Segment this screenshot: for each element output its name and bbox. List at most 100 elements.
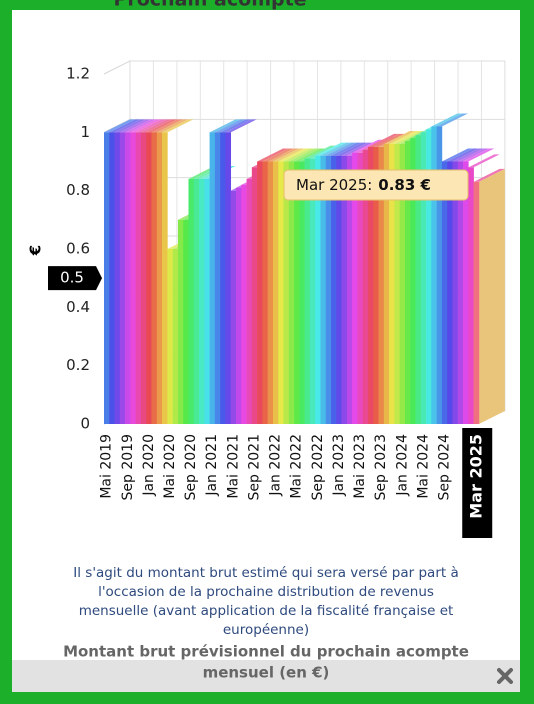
bar-top (463, 148, 495, 162)
x-tick-label: Jan 2024 (394, 434, 410, 497)
description-line: mensuelle (avant application de la fisca… (79, 603, 454, 619)
bar (352, 152, 358, 424)
bar-top (267, 148, 299, 162)
bar (236, 187, 242, 424)
bar (383, 144, 390, 424)
x-tick-label: Jan 2022 (268, 434, 284, 497)
bar-top (151, 119, 183, 133)
bar (278, 161, 284, 424)
bar (457, 161, 464, 424)
bar-top (114, 119, 146, 133)
bar (283, 161, 290, 424)
footer-bar (12, 660, 520, 692)
bar-top (447, 148, 479, 162)
bar-top (135, 119, 167, 133)
bar-top (119, 119, 152, 133)
description-line: européenne) (223, 622, 309, 638)
footer-line: mensuel (en €) (203, 664, 330, 682)
bar-top (473, 168, 505, 182)
bar-top (457, 148, 490, 162)
x-tick-label: Sep 2019 (120, 434, 136, 500)
x-tick-label: Sep 2024 (437, 434, 453, 501)
bar (146, 132, 152, 425)
y-tick-label: 0.8 (66, 181, 90, 199)
bar-top (341, 142, 373, 156)
bar-top (294, 148, 326, 162)
bar (267, 161, 274, 424)
bar (167, 249, 173, 424)
page-title: Prochain acompte (113, 0, 306, 11)
y-tick-label: 0 (80, 415, 90, 433)
x-tick-label: Jan 2021 (204, 434, 220, 497)
x-tick-label: Sep 2022 (310, 434, 326, 500)
bar-top (368, 133, 400, 147)
x-tick-label: Mai 2024 (415, 434, 431, 499)
bar-top (352, 139, 384, 153)
bar (463, 161, 469, 424)
description-line: l'occasion de la prochaine distribution … (98, 584, 434, 600)
bar-top (304, 145, 336, 159)
bar (426, 129, 432, 424)
x-tick-label: Mai 2022 (289, 434, 305, 499)
bar-top (436, 113, 468, 127)
bar-top (278, 148, 310, 162)
x-tick-label: Mai 2021 (225, 434, 241, 499)
bar (452, 161, 459, 424)
bar (394, 144, 400, 424)
bar (399, 144, 406, 424)
bar-top (140, 119, 173, 133)
bar (420, 132, 427, 425)
bar (135, 132, 142, 425)
bar (140, 132, 147, 425)
bar (320, 155, 327, 424)
x-tick-label: Mai 2020 (162, 434, 178, 499)
x-tick-label: Sep 2020 (183, 434, 199, 500)
tooltip-box (283, 169, 469, 201)
close-button[interactable] (497, 668, 513, 684)
bar (415, 135, 422, 424)
x-crosshair-box (462, 428, 493, 538)
bar (114, 132, 121, 425)
bar-top (441, 148, 474, 162)
bar (309, 158, 316, 425)
bar-top (146, 119, 178, 133)
bar-top (257, 148, 289, 162)
bar-side (478, 168, 505, 424)
bar (193, 179, 200, 424)
bar (473, 181, 480, 424)
bar-top (468, 154, 500, 168)
bar-top (325, 142, 358, 156)
y-tick-label: 1.2 (66, 65, 90, 83)
bar (109, 132, 115, 425)
bar-top (209, 119, 241, 133)
bar (436, 126, 443, 424)
x-tick-label: Jan 2020 (141, 434, 157, 497)
bar (373, 146, 379, 424)
bar-top (214, 119, 247, 133)
grid-line-depth (103, 118, 131, 133)
bar-top (331, 142, 363, 156)
tooltip-text: Mar 2025: 0.83 € (296, 176, 431, 194)
bar-top (389, 131, 421, 144)
bar-top (220, 119, 252, 133)
bar (156, 132, 163, 425)
bar (368, 146, 374, 424)
bar (177, 219, 184, 424)
bar (362, 149, 369, 425)
x-tick-label: Sep 2021 (246, 434, 262, 500)
bar-top (373, 133, 405, 147)
x-tick-label: Sep 2023 (373, 434, 389, 500)
bar (130, 132, 136, 425)
y-crosshair-box (48, 266, 102, 291)
y-tick-label: 0.6 (66, 240, 90, 258)
bar (199, 179, 205, 424)
bar (151, 132, 158, 425)
bar (304, 158, 311, 425)
x-tick-label: Mai 2023 (352, 434, 368, 499)
y-crosshair-label: 0.5 (60, 269, 84, 287)
bar (410, 138, 416, 424)
bar-top (383, 131, 416, 144)
bar (125, 132, 131, 425)
bar (119, 132, 126, 425)
